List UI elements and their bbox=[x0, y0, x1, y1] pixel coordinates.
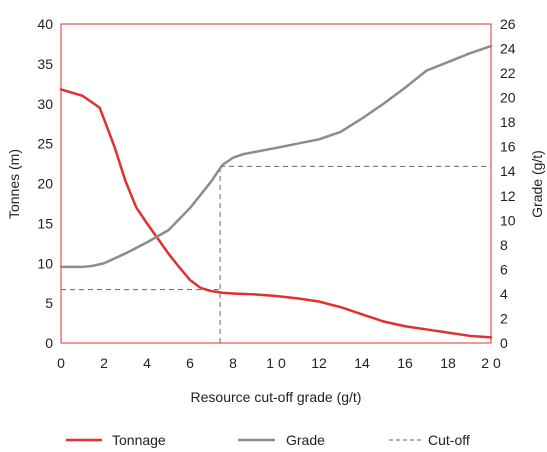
x-tick-label: 2 0 bbox=[481, 355, 501, 371]
left-axis-label: Tonnes (m) bbox=[6, 149, 22, 219]
legend: Tonnage Grade Cut-off bbox=[66, 432, 470, 448]
right-tick-label: 16 bbox=[500, 139, 516, 155]
right-tick-label: 2 bbox=[500, 310, 508, 326]
legend-label-grade: Grade bbox=[286, 432, 325, 448]
right-tick-label: 10 bbox=[500, 212, 516, 228]
left-tick-label: 10 bbox=[37, 255, 53, 271]
right-tick-label: 8 bbox=[500, 237, 508, 253]
left-tick-label: 40 bbox=[37, 16, 53, 32]
right-tick-label: 18 bbox=[500, 114, 516, 130]
x-tick-label: 4 bbox=[143, 355, 151, 371]
tonnage-line bbox=[59, 88, 493, 339]
cut-off-layer bbox=[61, 165, 491, 343]
right-tick-label: 4 bbox=[500, 286, 508, 302]
left-tick-label: 15 bbox=[37, 215, 53, 231]
left-tick-label: 0 bbox=[45, 335, 53, 351]
right-tick-label: 26 bbox=[500, 16, 516, 32]
left-tick-label: 25 bbox=[37, 136, 53, 152]
grade-line bbox=[59, 44, 493, 269]
left-axis-ticks: 0 5 10 15 20 25 30 35 40 bbox=[37, 16, 53, 351]
x-tick-label: 16 bbox=[397, 355, 413, 371]
right-tick-label: 20 bbox=[500, 90, 516, 106]
left-tick-label: 5 bbox=[45, 295, 53, 311]
legend-label-tonnage: Tonnage bbox=[112, 432, 166, 448]
right-tick-label: 6 bbox=[500, 261, 508, 277]
x-tick-label: 12 bbox=[311, 355, 327, 371]
x-tick-label: 14 bbox=[354, 355, 370, 371]
right-tick-label: 0 bbox=[500, 335, 508, 351]
left-tick-label: 30 bbox=[37, 96, 53, 112]
x-tick-label: 2 bbox=[100, 355, 108, 371]
right-tick-label: 14 bbox=[500, 163, 516, 179]
x-tick-label: 8 bbox=[229, 355, 237, 371]
right-tick-label: 22 bbox=[500, 65, 516, 81]
x-axis-label: Resource cut-off grade (g/t) bbox=[191, 389, 362, 405]
legend-label-cut-off: Cut-off bbox=[428, 432, 470, 448]
right-tick-label: 12 bbox=[500, 188, 516, 204]
plot-frame bbox=[60, 23, 492, 344]
left-tick-label: 35 bbox=[37, 56, 53, 72]
x-tick-label: 1 0 bbox=[266, 355, 286, 371]
x-tick-label: 0 bbox=[57, 355, 65, 371]
left-tick-label: 20 bbox=[37, 176, 53, 192]
x-tick-label: 18 bbox=[440, 355, 456, 371]
series-layer bbox=[59, 44, 493, 339]
right-tick-label: 24 bbox=[500, 41, 516, 57]
right-axis-label: Grade (g/t) bbox=[529, 150, 545, 218]
x-tick-label: 6 bbox=[186, 355, 194, 371]
x-axis-ticks: 0 2 4 6 8 1 0 12 14 16 18 2 0 bbox=[57, 355, 501, 371]
